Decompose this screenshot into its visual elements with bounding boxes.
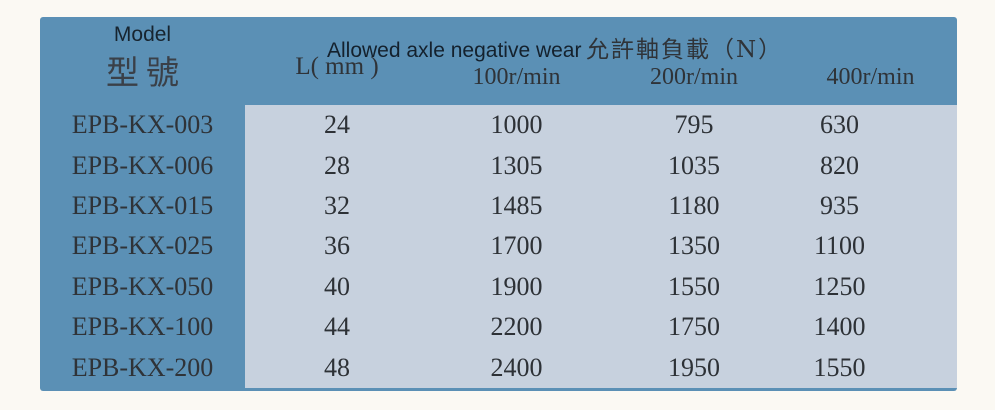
load-400rpm-cell: 1100 [813,231,866,261]
load-100rpm-cell: 2200 [490,312,543,342]
axle-load-spec-table: Model 型號 L( mm ) Allowed axle negative w… [40,17,957,391]
load-200rpm-cell: 1350 [668,231,720,261]
length-column-header: L( mm ) [295,53,379,80]
load-100rpm-cell: 1900 [490,271,543,301]
column-header-200rpm: 200r/min [650,64,738,90]
length-cell: 28 [324,150,350,180]
load-100rpm-cell: 1305 [490,150,543,180]
model-cell: EPB-KX-200 [71,352,214,382]
table-row: EPB-KX-200 48 2400 1950 1550 [40,348,957,388]
model-cell: EPB-KX-025 [71,231,214,261]
length-cell: 48 [324,352,350,382]
column-header-100rpm: 100r/min [472,64,561,90]
allowed-load-title-chinese: 允許軸負載（N） [585,37,784,63]
table-row: EPB-KX-100 44 2200 1750 1400 [40,307,957,347]
length-cell: 44 [324,312,350,342]
load-100rpm-cell: 2400 [490,352,543,382]
model-cell: EPB-KX-006 [71,150,214,180]
table-row: EPB-KX-003 24 1000 795 630 [40,105,957,145]
load-400rpm-cell: 1250 [813,271,866,301]
load-100rpm-cell: 1485 [490,191,543,221]
length-cell: 32 [324,191,350,221]
load-400rpm-cell: 630 [820,110,859,140]
model-header-english: Model [113,23,172,46]
load-200rpm-cell: 1750 [668,312,720,342]
length-cell: 24 [324,110,350,140]
length-cell: 40 [324,271,350,301]
load-200rpm-cell: 1035 [668,150,720,180]
table-row: EPB-KX-025 36 1700 1350 1100 [40,226,957,266]
model-cell: EPB-KX-050 [71,271,214,301]
model-cell: EPB-KX-015 [71,191,214,221]
model-header-chinese: 型號 [106,53,186,92]
allowed-load-spanning-header: Allowed axle negative wear 允許軸負載（N） [327,30,783,64]
load-200rpm-cell: 795 [674,110,714,140]
load-100rpm-cell: 1700 [490,231,543,261]
table-row: EPB-KX-050 40 1900 1550 1250 [40,267,957,307]
load-400rpm-cell: 1550 [813,352,866,382]
table-row: EPB-KX-006 28 1305 1035 820 [40,145,957,185]
load-200rpm-cell: 1950 [668,352,720,382]
load-200rpm-cell: 1180 [668,191,720,221]
load-400rpm-cell: 820 [820,150,859,180]
data-panel-background [245,105,957,388]
allowed-load-title-english: Allowed axle negative wear [327,39,582,62]
column-header-400rpm: 400r/min [826,64,915,90]
table-row: EPB-KX-015 32 1485 1180 935 [40,186,957,226]
load-100rpm-cell: 1000 [490,110,543,140]
model-column-header: Model 型號 [40,17,245,105]
length-cell: 36 [324,231,350,261]
model-cell: EPB-KX-100 [71,312,214,342]
table-body: EPB-KX-003 24 1000 795 630 EPB-KX-006 28… [40,105,957,388]
load-400rpm-cell: 935 [820,191,859,221]
table-header: Model 型號 L( mm ) Allowed axle negative w… [40,17,957,105]
model-cell: EPB-KX-003 [71,110,214,140]
load-200rpm-cell: 1550 [668,271,720,301]
load-400rpm-cell: 1400 [813,312,866,342]
